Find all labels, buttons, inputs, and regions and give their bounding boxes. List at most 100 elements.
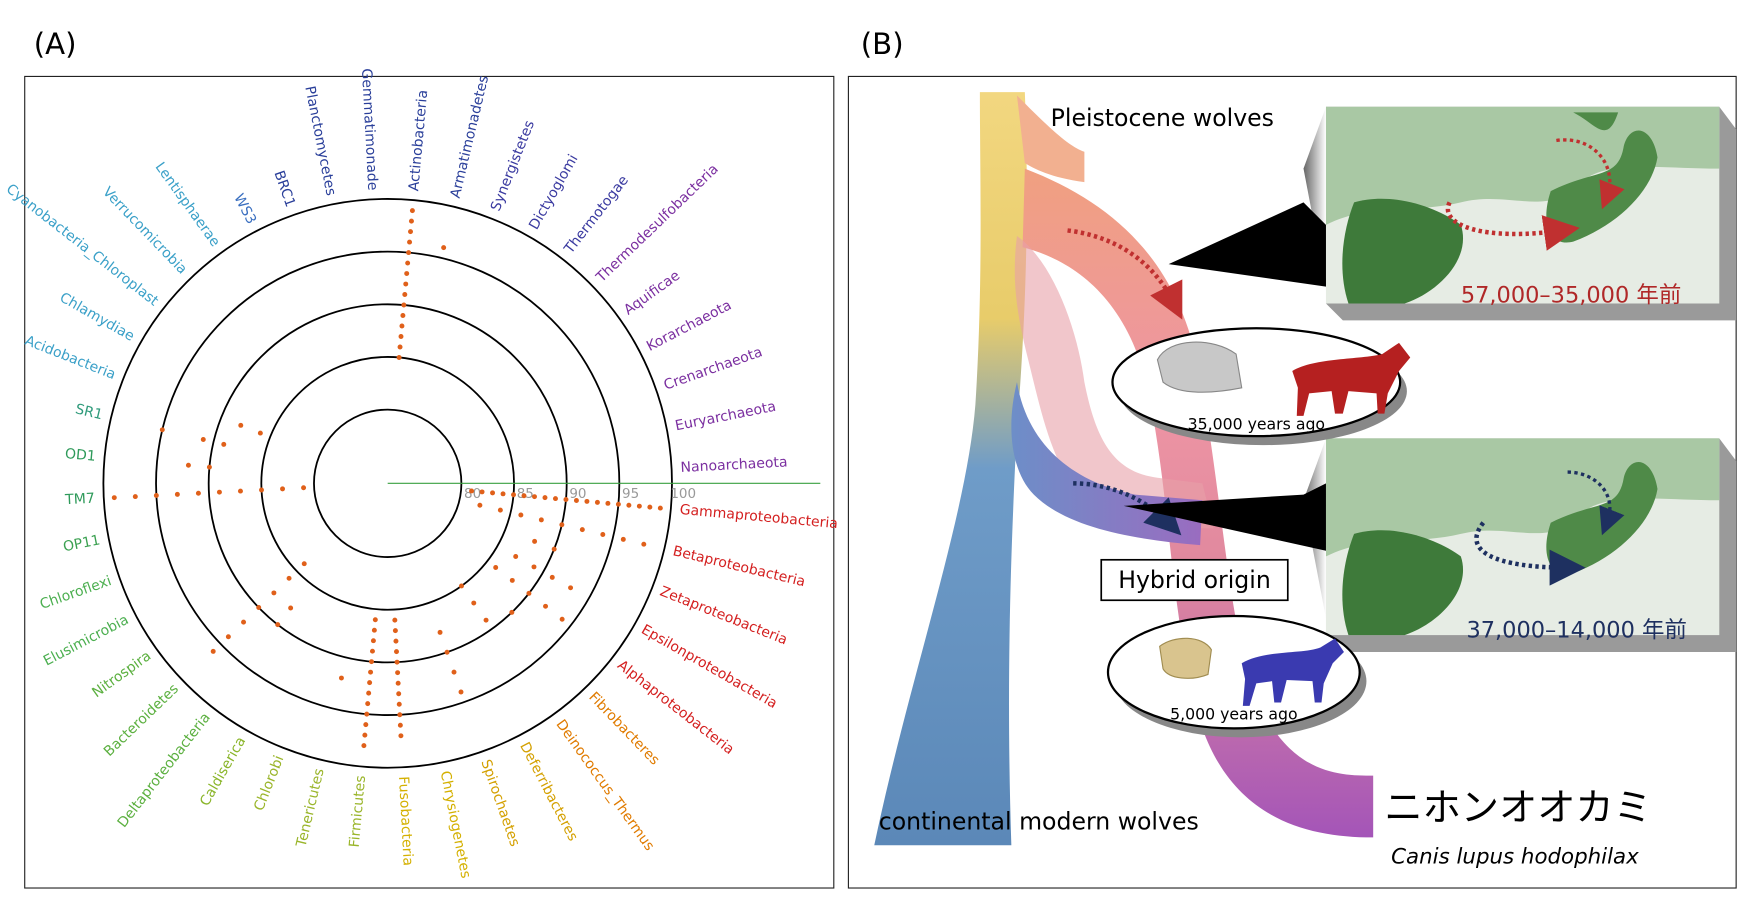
dot <box>174 491 180 497</box>
taxon-label: Chrysiogenetes <box>437 770 474 880</box>
dot <box>399 323 405 329</box>
dot <box>195 490 201 496</box>
dot <box>185 462 191 468</box>
dot <box>509 609 515 615</box>
period-label: 57,000–35,000 年前 <box>1461 282 1682 308</box>
dot <box>559 522 565 528</box>
diagram <box>874 92 1737 846</box>
pointer <box>1123 483 1326 551</box>
dot <box>437 629 443 635</box>
dot <box>301 485 307 491</box>
shade <box>1303 438 1326 619</box>
taxon-label: Gammaproteobacteria <box>679 502 838 532</box>
taxon-label: OD1 <box>64 446 96 465</box>
dot <box>241 619 247 625</box>
dot <box>532 538 538 544</box>
dot <box>500 491 506 497</box>
taxon-label: Actinobacteria <box>406 89 431 192</box>
dot <box>509 577 515 583</box>
dot <box>365 701 371 707</box>
taxon-label: Caldiserica <box>197 734 249 809</box>
dot <box>477 502 483 508</box>
age-label: 35,000 years ago <box>1188 414 1325 433</box>
dot <box>584 498 590 504</box>
dot <box>403 281 409 287</box>
dot <box>275 622 281 628</box>
dot <box>206 464 212 470</box>
dot <box>362 732 368 738</box>
panel-label: (A) <box>34 27 77 61</box>
dot <box>579 527 585 533</box>
ring-label: 80 <box>464 486 481 502</box>
arrow <box>1067 228 1183 320</box>
branch <box>1016 95 1085 183</box>
dot <box>600 532 606 537</box>
dot <box>552 496 558 502</box>
dot <box>409 208 415 214</box>
dot <box>393 638 399 644</box>
dot <box>620 536 626 542</box>
dot <box>497 507 503 513</box>
taxon-label: BRC1 <box>270 169 297 210</box>
dot <box>361 743 367 749</box>
taxon-label: SR1 <box>74 401 105 423</box>
dot <box>479 489 485 495</box>
taxon-label: TM7 <box>64 491 95 509</box>
branch <box>1014 236 1214 529</box>
dot <box>400 313 406 318</box>
dot <box>363 722 369 728</box>
main-stream <box>874 92 1027 846</box>
dot <box>237 488 243 494</box>
taxon-label: Cyanobacteria_Chloroplast <box>3 181 162 310</box>
dot <box>396 701 402 707</box>
dot <box>573 498 579 503</box>
dot <box>408 229 413 235</box>
dot <box>483 617 489 623</box>
dot <box>271 590 277 596</box>
dot <box>458 689 464 695</box>
dot <box>132 494 138 500</box>
taxon-label: Planctomycetes <box>301 85 338 197</box>
dot <box>394 649 399 655</box>
dot <box>626 502 632 508</box>
dot <box>225 634 231 640</box>
dot <box>366 690 372 696</box>
taxon-label: Synergistetes <box>488 118 538 213</box>
hybrid-label: Hybrid origin <box>1118 566 1271 594</box>
dot <box>369 659 374 665</box>
skull <box>1156 341 1243 393</box>
pointer <box>1168 202 1326 287</box>
dot <box>397 722 403 728</box>
panel-label: (B) <box>861 27 904 61</box>
dot <box>395 670 401 676</box>
name-latin: Canis lupus hodophilax <box>1391 844 1639 869</box>
dot <box>200 437 206 443</box>
dot <box>636 503 642 509</box>
taxon-label: Chlamydiae <box>57 290 137 345</box>
dot <box>397 344 403 350</box>
label: continental modern wolves <box>879 808 1199 836</box>
taxon-label: Acidobacteria <box>23 333 118 383</box>
dot <box>532 494 537 500</box>
name-jp: ニホンオオカミ <box>1384 787 1651 831</box>
dot <box>394 659 400 665</box>
dot <box>563 497 569 502</box>
taxon-label: Betaproteobacteria <box>671 543 807 590</box>
taxon-label: Fusobacteria <box>395 776 416 866</box>
dot <box>401 302 407 308</box>
taxon-label: Crenarchaeota <box>662 344 765 393</box>
dot <box>111 495 117 501</box>
ring-label: 95 <box>622 486 639 502</box>
dot <box>538 517 544 523</box>
dot <box>408 218 414 224</box>
dot <box>153 493 159 498</box>
dot <box>407 239 413 245</box>
ring-label: 100 <box>670 486 696 502</box>
taxon-label: Thermodesulfobacteria <box>593 161 722 286</box>
hybrid-box <box>1100 558 1289 602</box>
dot <box>221 441 227 447</box>
taxon-label: Nanoarchaeota <box>680 454 788 476</box>
taxon-label: Elusimicrobia <box>41 612 131 669</box>
dot <box>364 711 370 717</box>
